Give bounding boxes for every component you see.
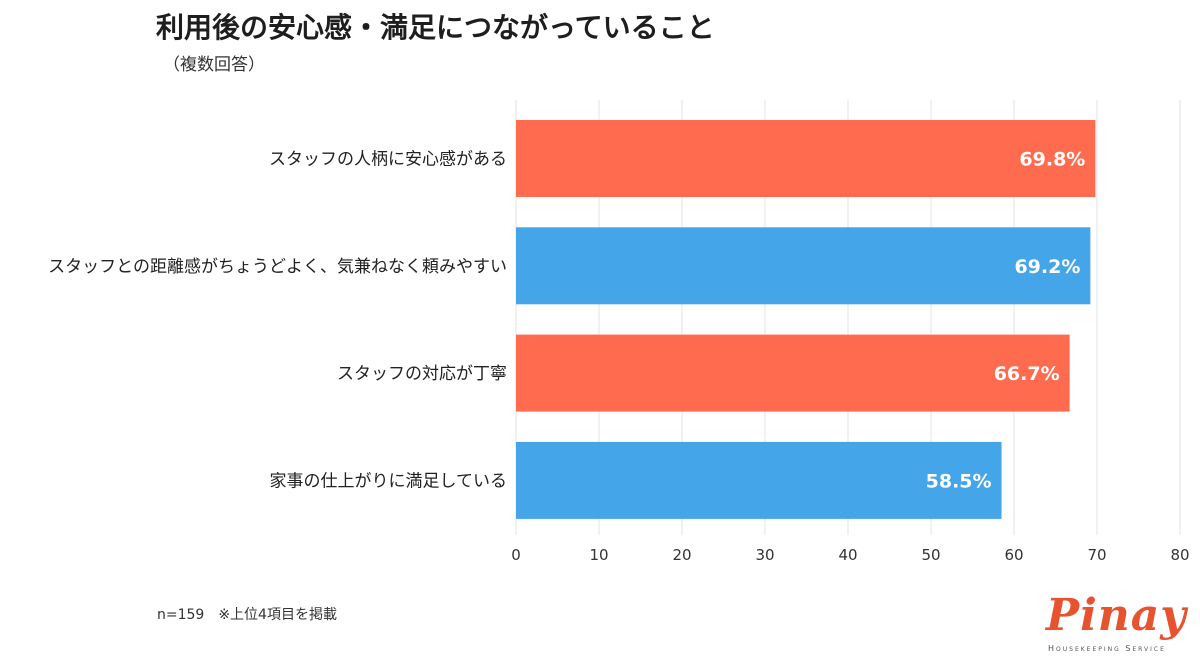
x-tick-label: 40	[838, 546, 857, 564]
x-tick-label: 80	[1170, 546, 1189, 564]
bar-value-label: 69.8%	[1019, 149, 1085, 171]
chart-title: 利用後の安心感・満足につながっていること	[156, 11, 715, 44]
sample-size-footnote: n=159 ※上位4項目を掲載	[157, 607, 337, 623]
category-label: スタッフとの距離感がちょうどよく、気兼ねなく頼みやすい	[48, 257, 507, 277]
x-tick-label: 70	[1087, 546, 1106, 564]
x-tick-label: 10	[589, 546, 608, 564]
x-tick-label: 20	[672, 546, 691, 564]
bar-value-label: 58.5%	[926, 470, 992, 492]
bar	[516, 441, 1002, 519]
x-tick-label: 0	[511, 546, 521, 564]
category-label: 家事の仕上がりに満足している	[270, 471, 508, 491]
pinay-logo: Pinay Housekeeping Service	[1040, 590, 1190, 660]
bar-value-label: 66.7%	[994, 363, 1060, 385]
x-tick-label: 50	[921, 546, 940, 564]
logo-wordmark: Pinay	[1046, 590, 1187, 641]
bar	[516, 334, 1070, 412]
bar	[516, 227, 1091, 305]
bar-chart: 0 10 20 30 40 50 60 70 80 スタッフの人柄に安心感がある 69.8% スタッフ…	[48, 100, 1190, 564]
bar	[516, 120, 1096, 197]
category-label: スタッフの対応が丁寧	[337, 364, 507, 384]
x-tick-label: 60	[1004, 546, 1023, 564]
category-label: スタッフの人柄に安心感がある	[269, 150, 507, 170]
logo-tagline: Housekeeping Service	[1048, 644, 1166, 653]
chart-subtitle: （複数回答）	[163, 55, 265, 75]
x-tick-label: 30	[755, 546, 774, 564]
bar-value-label: 69.2%	[1014, 256, 1080, 278]
